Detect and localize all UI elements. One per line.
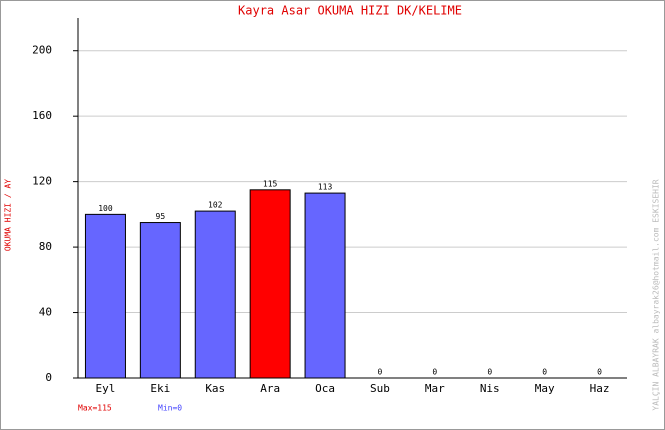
- x-tick-label: Kas: [205, 382, 225, 395]
- y-tick-label: 80: [39, 240, 52, 253]
- value-label: 95: [156, 212, 166, 221]
- bar: [194, 210, 236, 379]
- y-tick-label: 0: [45, 371, 52, 384]
- x-tick-label: May: [535, 382, 555, 395]
- x-tick-label: Haz: [590, 382, 610, 395]
- y-axis-label: OKUMA HIZI / AY: [4, 179, 13, 251]
- min-label: Min=0: [158, 404, 182, 413]
- y-tick-label: 40: [39, 306, 52, 319]
- x-tick-label: Oca: [315, 382, 335, 395]
- bar: [139, 222, 181, 379]
- max-label: Max=115: [78, 404, 112, 413]
- y-tick-label: 120: [32, 175, 52, 188]
- value-label: 100: [98, 204, 113, 213]
- value-label: 0: [542, 368, 547, 377]
- value-label: 113: [318, 183, 333, 192]
- value-label: 0: [378, 368, 383, 377]
- y-tick-label: 200: [32, 44, 52, 57]
- x-tick-label: Ara: [260, 382, 280, 395]
- value-label: 0: [432, 368, 437, 377]
- x-tick-label: Eyl: [96, 382, 116, 395]
- bar: [304, 192, 346, 379]
- bar: [84, 213, 126, 379]
- y-tick-label: 160: [32, 109, 52, 122]
- value-label: 0: [597, 368, 602, 377]
- x-tick-label: Eki: [150, 382, 170, 395]
- x-tick-label: Nis: [480, 382, 500, 395]
- x-tick-label: Mar: [425, 382, 445, 395]
- x-tick-label: Sub: [370, 382, 390, 395]
- value-label: 0: [487, 368, 492, 377]
- value-label: 115: [263, 179, 278, 188]
- value-label: 102: [208, 201, 223, 210]
- chart-title: Kayra Asar OKUMA HIZI DK/KELIME: [238, 4, 462, 18]
- credit: YALÇIN ALBAYRAK albayrak26@hotmail.com E…: [652, 179, 661, 410]
- bar: [249, 189, 291, 379]
